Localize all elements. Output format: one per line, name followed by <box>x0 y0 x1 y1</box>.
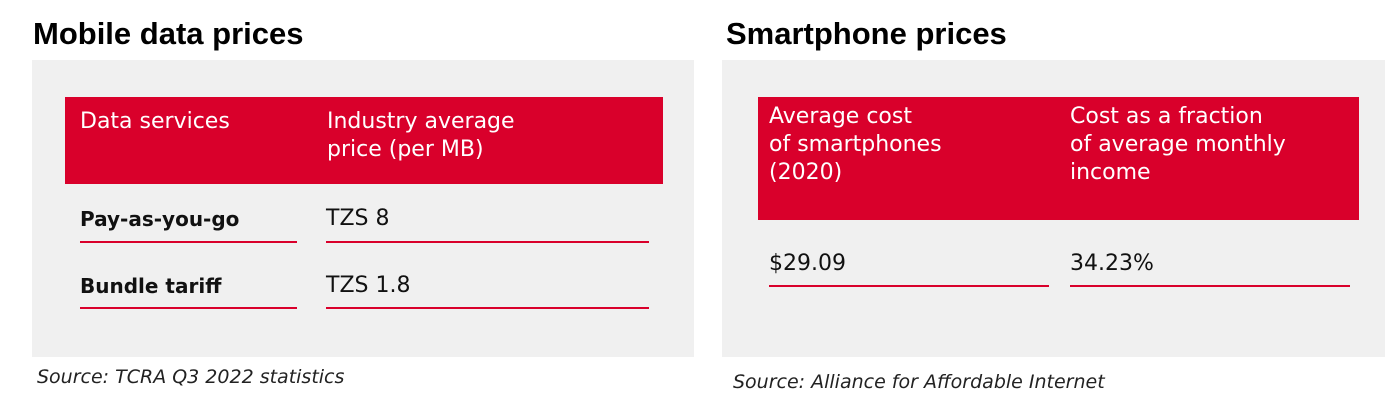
smartphone-table-header: Average cost of smartphones (2020) Cost … <box>758 97 1359 220</box>
smartphone-source: Source: Alliance for Affordable Internet <box>733 371 1105 393</box>
row-rule <box>326 307 649 309</box>
value-cost-fraction: 34.23% <box>1070 251 1154 276</box>
row-label-pay-as-you-go: Pay-as-you-go <box>80 207 240 231</box>
row-rule <box>80 307 297 309</box>
row-value-pay-as-you-go: TZS 8 <box>326 206 390 231</box>
row-rule <box>769 285 1049 287</box>
smartphone-prices-title: Smartphone prices <box>726 16 1007 51</box>
mobile-data-prices-title: Mobile data prices <box>33 16 304 51</box>
row-rule <box>1070 285 1350 287</box>
value-average-cost: $29.09 <box>769 251 846 276</box>
smartphone-prices-panel: Average cost of smartphones (2020) Cost … <box>722 60 1385 357</box>
row-rule <box>80 241 297 243</box>
row-rule <box>326 241 649 243</box>
mobile-data-table-header: Data services Industry average price (pe… <box>65 97 663 184</box>
row-label-bundle-tariff: Bundle tariff <box>80 274 222 298</box>
header-data-services: Data services <box>80 109 230 134</box>
header-industry-average-price: Industry average price (per MB) <box>327 109 515 162</box>
mobile-data-prices-panel: Data services Industry average price (pe… <box>32 60 694 357</box>
header-average-cost: Average cost of smartphones (2020) <box>769 104 942 185</box>
mobile-data-source: Source: TCRA Q3 2022 statistics <box>37 366 345 388</box>
header-cost-fraction: Cost as a fraction of average monthly in… <box>1070 104 1286 185</box>
row-value-bundle-tariff: TZS 1.8 <box>326 273 411 298</box>
